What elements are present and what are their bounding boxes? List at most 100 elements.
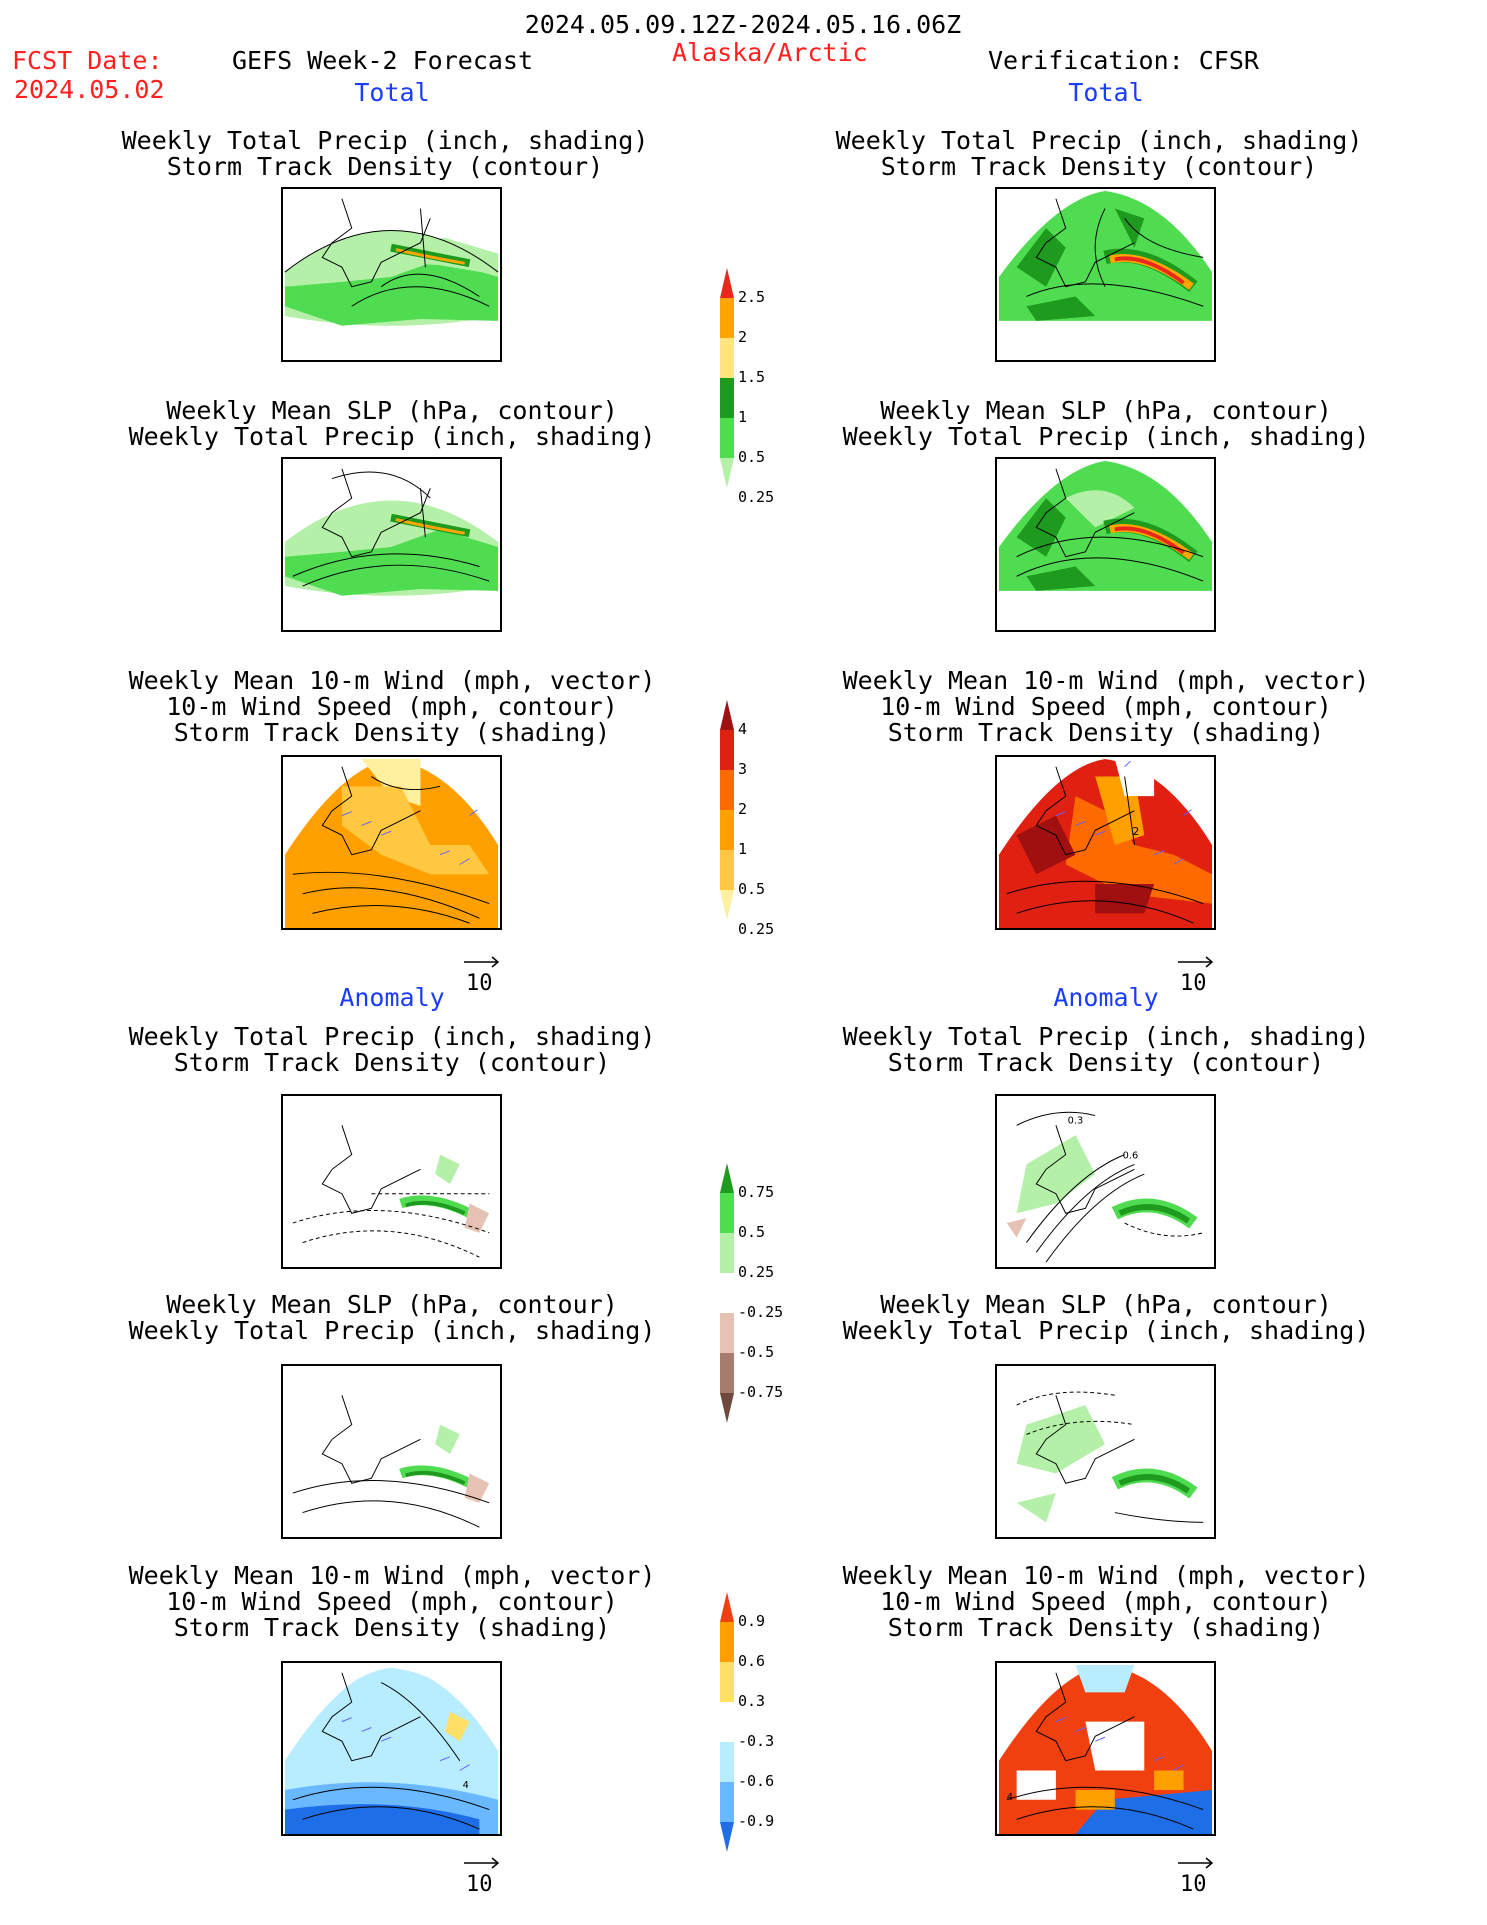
title-line: Weekly Mean SLP (hPa, contour) [166, 396, 618, 425]
colorbar-svg [720, 1163, 734, 1423]
colorbar-segment [720, 770, 734, 810]
map-fc-slp-anom [281, 1364, 502, 1539]
colorbar-tick-label: -0.5 [738, 1343, 775, 1361]
colorbar-tick-label: 0.25 [738, 1263, 775, 1281]
vector-ref-arrow-icon [1178, 956, 1214, 968]
section-total-right: Total [1068, 78, 1144, 107]
title-line: Weekly Mean SLP (hPa, contour) [880, 396, 1332, 425]
colorbar-segment [720, 1702, 734, 1742]
map-fc-precip-total [281, 187, 502, 362]
title-line: Weekly Total Precip (inch, shading) [835, 126, 1363, 155]
map-svg: 4 [998, 1664, 1213, 1834]
map-svg [1016, 1391, 1204, 1523]
colorbar-tick-label: 0.25 [738, 920, 775, 938]
contour-label: 0.3 [1068, 1115, 1084, 1126]
colorbar-segment [720, 1622, 734, 1662]
map-svg: 2 [998, 758, 1213, 928]
map-fc-slp-total [281, 457, 502, 632]
title-line: Weekly Mean 10-m Wind (mph, vector) [842, 666, 1370, 695]
colorbar-segment [720, 810, 734, 850]
title-fc-wind-track-anom: Weekly Mean 10-m Wind (mph, vector) 10-m… [129, 1563, 656, 1641]
contour-label: 0.6 [1123, 1151, 1139, 1162]
colorbar-segment [720, 1353, 734, 1393]
colorbar-tick-label: 1 [738, 408, 748, 426]
title-line: Weekly Total Precip (inch, shading) [842, 422, 1370, 451]
title-line: Weekly Mean 10-m Wind (mph, vector) [128, 666, 656, 695]
title-fc-slp-precip-total: Weekly Mean SLP (hPa, contour) Weekly To… [129, 398, 656, 450]
colorbar-tick-label: -0.75 [738, 1383, 784, 1401]
colorbar-tick-label: 0.25 [738, 488, 775, 506]
colorbar-tick-label: 2 [738, 328, 748, 346]
title-fc-precip-track-total: Weekly Total Precip (inch, shading) Stor… [122, 128, 649, 180]
colorbar-segment [720, 1273, 734, 1313]
date-range: 2024.05.09.12Z-2024.05.16.06Z [524, 10, 962, 39]
colorbar-segment [720, 378, 734, 418]
section-total-left: Total [354, 78, 430, 107]
colorbar-tick-label: 1.5 [738, 368, 766, 386]
colorbar-segment [720, 1592, 734, 1622]
title-line: Weekly Total Precip (inch, shading) [128, 1022, 656, 1051]
contour-label: 4 [463, 1780, 469, 1791]
vector-ref-arrow-icon [464, 956, 500, 968]
title-an-slp-precip-total: Weekly Mean SLP (hPa, contour) Weekly To… [843, 398, 1370, 450]
colorbar-segment [720, 1782, 734, 1822]
title-line: Weekly Mean SLP (hPa, contour) [166, 1290, 618, 1319]
title-line: 10-m Wind Speed (mph, contour) [880, 692, 1332, 721]
colorbar-tick-label: -0.3 [738, 1732, 775, 1750]
vector-ref-label: 10 [1180, 971, 1207, 996]
colorbar-segment [720, 1393, 734, 1423]
vector-ref-label: 10 [466, 971, 493, 996]
model-label: GEFS Week-2 Forecast [232, 46, 534, 75]
title-fc-wind-track-total: Weekly Mean 10-m Wind (mph, vector) 10-m… [129, 668, 656, 746]
map-svg [997, 190, 1214, 360]
contour-label: 4 [1007, 1792, 1013, 1803]
colorbar-segment [720, 1822, 734, 1852]
colorbar-track-total: 4 3 2 1 0.5 0.25 [718, 700, 838, 937]
title-line: Weekly Mean 10-m Wind (mph, vector) [128, 1561, 656, 1590]
title-line: Weekly Total Precip (inch, shading) [842, 1316, 1370, 1345]
colorbar-segment [720, 268, 734, 298]
colorbar-segment [720, 418, 734, 458]
map-svg: 4 [284, 1664, 499, 1834]
title-an-wind-track-anom: Weekly Mean 10-m Wind (mph, vector) 10-m… [843, 1563, 1370, 1641]
colorbar-tick-label: 2.5 [738, 288, 766, 306]
map-svg [284, 468, 499, 596]
colorbar-precip-anom: 0.75 0.5 0.25 -0.25 -0.5 -0.75 [718, 1163, 838, 1431]
title-line: Weekly Total Precip (inch, shading) [128, 1316, 656, 1345]
section-anomaly-left: Anomaly [339, 983, 445, 1012]
map-fc-wind-total [281, 755, 502, 930]
title-fc-precip-track-anom: Weekly Total Precip (inch, shading) Stor… [129, 1024, 656, 1076]
map-svg [284, 758, 499, 928]
map-svg [284, 198, 499, 326]
vector-ref-label: 10 [466, 1872, 493, 1897]
colorbar-segment [720, 850, 734, 890]
section-anomaly-right: Anomaly [1053, 983, 1159, 1012]
map-svg [292, 1125, 490, 1258]
map-an-precip-anom: 0.3 0.6 [995, 1094, 1216, 1269]
title-fc-slp-precip-anom: Weekly Mean SLP (hPa, contour) Weekly To… [129, 1292, 656, 1344]
region-label: Alaska/Arctic [672, 38, 868, 67]
title-line: Storm Track Density (contour) [166, 152, 604, 181]
map-svg [292, 1395, 490, 1528]
map-svg: 0.3 0.6 [1006, 1111, 1204, 1263]
colorbar-tick-label: -0.6 [738, 1772, 775, 1790]
map-fc-wind-anom: 4 [281, 1661, 502, 1836]
title-line: 10-m Wind Speed (mph, contour) [166, 692, 618, 721]
title-line: 10-m Wind Speed (mph, contour) [880, 1587, 1332, 1616]
title-an-precip-track-total: Weekly Total Precip (inch, shading) Stor… [836, 128, 1363, 180]
colorbar-tick-label: 0.5 [738, 448, 766, 466]
colorbar-tick-label: 0.9 [738, 1612, 766, 1630]
vector-ref-arrow-icon [1178, 1857, 1214, 1869]
title-line: Storm Track Density (contour) [880, 152, 1318, 181]
colorbar-tick-label: 0.6 [738, 1652, 766, 1670]
map-an-slp-total [995, 457, 1216, 632]
title-line: Storm Track Density (contour) [887, 1048, 1325, 1077]
colorbar-segment [720, 700, 734, 730]
fcst-date-label: FCST Date: [12, 46, 163, 75]
map-an-slp-anom [995, 1364, 1216, 1539]
vector-ref-arrow-icon [464, 1857, 500, 1869]
title-line: Storm Track Density (shading) [173, 718, 611, 747]
title-an-precip-track-anom: Weekly Total Precip (inch, shading) Stor… [843, 1024, 1370, 1076]
title-line: Weekly Total Precip (inch, shading) [121, 126, 649, 155]
colorbar-segment [720, 890, 734, 920]
